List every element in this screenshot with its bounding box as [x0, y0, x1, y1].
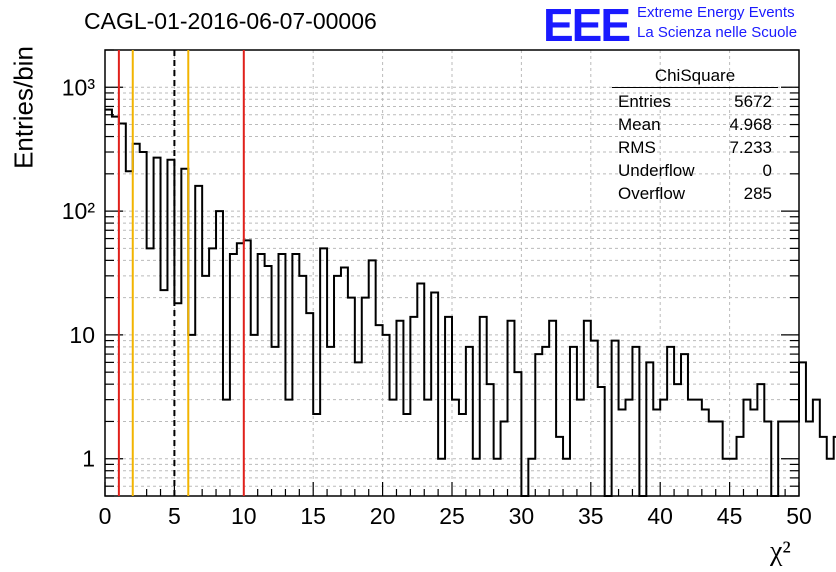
y-axis-label: Entries/bin — [8, 46, 39, 169]
y-tick-label: 10³ — [62, 74, 96, 100]
y-tick-label: 10² — [62, 198, 96, 224]
logo-line-1: Extreme Energy Events — [637, 4, 795, 21]
x-tick-label: 15 — [300, 503, 326, 529]
x-tick-label: 0 — [99, 503, 112, 529]
logo-line-2: La Scienza nelle Scuole — [637, 24, 798, 41]
x-axis-label: χ² — [770, 536, 791, 567]
x-tick-label: 40 — [647, 503, 673, 529]
stats-row: Overflow 285 — [612, 182, 778, 205]
stats-label: Entries — [618, 92, 671, 111]
stats-label: RMS — [618, 138, 656, 157]
x-tick-label: 25 — [439, 503, 465, 529]
stats-value: 285 — [743, 184, 772, 203]
stats-row: Mean 4.968 — [612, 113, 778, 136]
x-tick-label: 30 — [509, 503, 535, 529]
stats-value: 5672 — [734, 92, 772, 111]
x-tick-label: 20 — [370, 503, 396, 529]
y-tick-label: 10 — [69, 322, 95, 348]
stats-row: Underflow 0 — [612, 159, 778, 182]
x-tick-label: 10 — [231, 503, 257, 529]
plot-title: CAGL-01-2016-06-07-00006 — [84, 8, 377, 34]
histogram-series — [105, 108, 836, 497]
eee-logo: EEE — [543, 0, 631, 51]
stats-title: ChiSquare — [612, 66, 778, 88]
x-tick-label: 35 — [578, 503, 604, 529]
stats-value: 0 — [762, 161, 772, 180]
stats-label: Mean — [618, 115, 661, 134]
y-tick-label: 1 — [82, 446, 95, 472]
stats-box: ChiSquare Entries 5672 Mean 4.968 RMS 7.233… — [612, 66, 778, 205]
stats-label: Underflow — [618, 161, 695, 180]
tick-labels: 0 5 10 15 20 25 30 35 40 45 50 1 10 10² 10³ — [62, 74, 812, 529]
x-tick-label: 45 — [717, 503, 743, 529]
marker-lines — [117, 50, 245, 496]
stats-row: Entries 5672 — [612, 90, 778, 113]
axis-ticks — [104, 49, 800, 497]
x-tick-label: 50 — [786, 503, 812, 529]
stats-value: 7.233 — [729, 138, 772, 157]
x-tick-label: 5 — [168, 503, 181, 529]
stats-value: 4.968 — [729, 115, 772, 134]
stats-label: Overflow — [618, 184, 686, 203]
stats-row: RMS 7.233 — [612, 136, 778, 159]
